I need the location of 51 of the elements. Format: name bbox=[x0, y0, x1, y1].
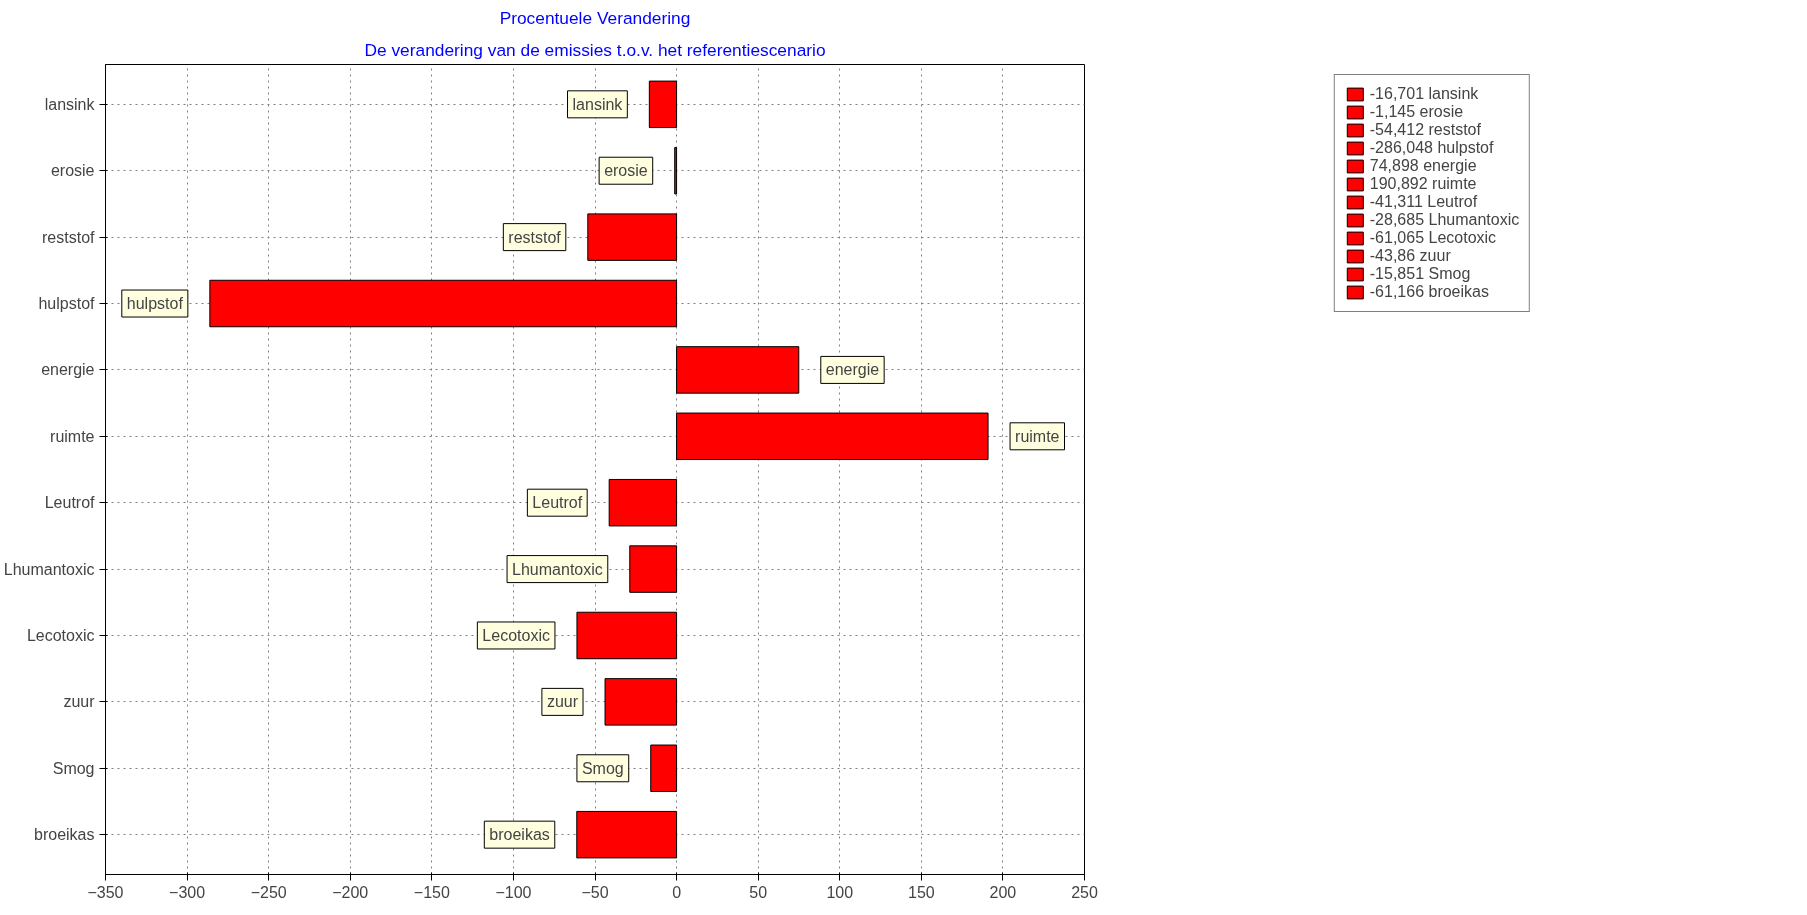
category-label: reststof bbox=[508, 228, 561, 246]
category-label: lansink bbox=[572, 95, 623, 113]
x-tick-label: 100 bbox=[826, 883, 854, 901]
legend-label: -16,701 lansink bbox=[1369, 85, 1479, 103]
legend-label: -43,86 zuur bbox=[1369, 247, 1451, 265]
y-tick-label: hulpstof bbox=[38, 295, 96, 313]
legend-label: -286,048 hulpstof bbox=[1369, 139, 1494, 157]
y-tick-label: Lhumantoxic bbox=[3, 560, 95, 578]
y-tick-label: reststof bbox=[42, 228, 96, 246]
legend-label: -61,166 broeikas bbox=[1369, 283, 1489, 301]
legend-label: -15,851 Smog bbox=[1369, 265, 1471, 283]
x-tick-label: 250 bbox=[1071, 883, 1098, 901]
x-tick-label: −200 bbox=[332, 883, 369, 901]
legend-label: -1,145 erosie bbox=[1369, 103, 1464, 121]
y-tick-label: zuur bbox=[63, 693, 96, 711]
chart-subtitle: De verandering van de emissies t.o.v. het referentiescenario bbox=[364, 39, 826, 60]
y-tick-label: erosie bbox=[50, 162, 95, 180]
x-tick-label: −150 bbox=[413, 883, 450, 901]
x-tick-label: 50 bbox=[749, 883, 768, 901]
category-label: erosie bbox=[604, 162, 648, 180]
category-label: Smog bbox=[581, 759, 624, 777]
x-tick-label: −50 bbox=[581, 883, 609, 901]
y-tick-label: Leutrof bbox=[44, 494, 96, 512]
x-tick-label: −250 bbox=[250, 883, 287, 901]
x-tick-label: 0 bbox=[672, 883, 682, 901]
category-label: Leutrof bbox=[532, 494, 583, 512]
category-label: broeikas bbox=[489, 826, 550, 844]
y-tick-label: broeikas bbox=[34, 826, 95, 844]
x-tick-label: 200 bbox=[989, 883, 1017, 901]
legend-label: -41,311 Leutrof bbox=[1369, 193, 1478, 211]
category-label: zuur bbox=[546, 693, 579, 711]
category-label: Lecotoxic bbox=[482, 626, 550, 644]
category-label: Lhumantoxic bbox=[512, 560, 603, 578]
x-tick-label: −300 bbox=[169, 883, 206, 901]
category-label: energie bbox=[825, 361, 880, 379]
chart-title: Procentuele Verandering bbox=[499, 7, 691, 28]
x-tick-label: 150 bbox=[907, 883, 935, 901]
y-tick-label: Smog bbox=[52, 759, 95, 777]
x-tick-label: −350 bbox=[87, 883, 124, 901]
category-label: hulpstof bbox=[126, 295, 183, 313]
y-tick-label: lansink bbox=[44, 95, 96, 113]
category-label: ruimte bbox=[1015, 427, 1060, 445]
legend-label: -28,685 Lhumantoxic bbox=[1369, 211, 1520, 229]
y-tick-label: Lecotoxic bbox=[26, 626, 95, 644]
y-tick-label: energie bbox=[41, 361, 95, 379]
y-tick-label: ruimte bbox=[50, 427, 95, 445]
legend-label: -61,065 Lecotoxic bbox=[1369, 229, 1497, 247]
legend-label: 190,892 ruimte bbox=[1369, 175, 1477, 193]
legend-label: 74,898 energie bbox=[1369, 157, 1477, 175]
legend-label: -54,412 reststof bbox=[1369, 121, 1481, 139]
x-tick-label: −100 bbox=[495, 883, 532, 901]
